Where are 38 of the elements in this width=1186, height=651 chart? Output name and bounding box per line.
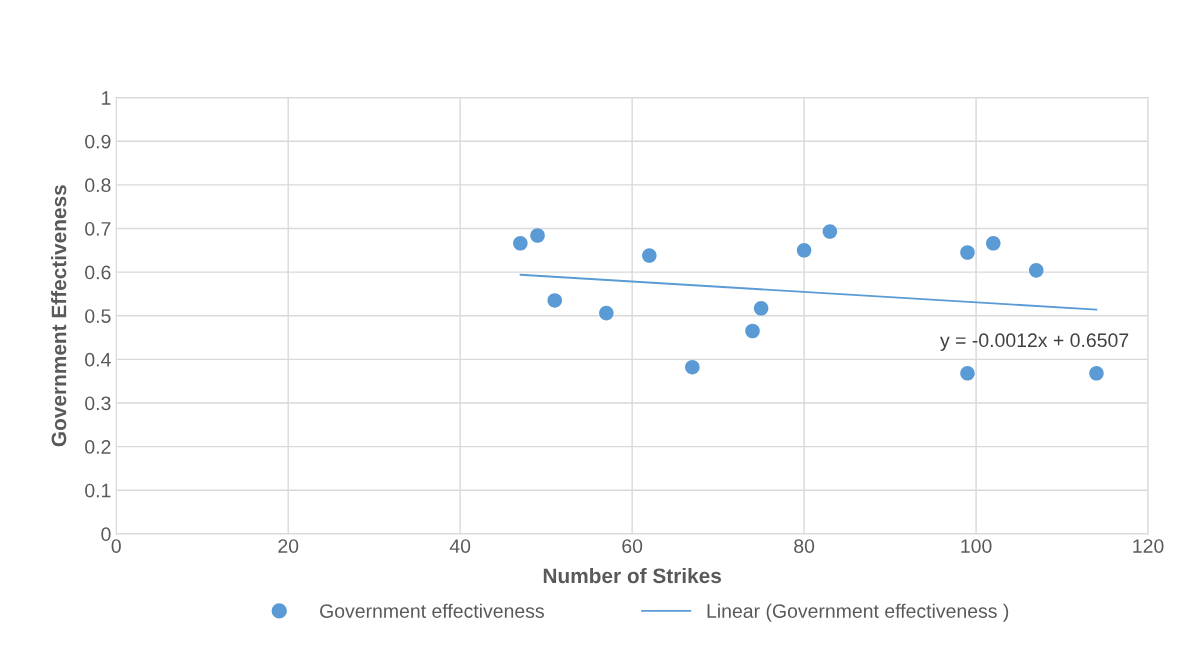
point <box>822 224 838 239</box>
y-tick-label: 0.8 <box>85 178 111 193</box>
y-tick-label: 0 <box>101 527 111 542</box>
y-tick-label: 0.4 <box>85 352 111 367</box>
y-tick-label: 0.6 <box>85 265 111 280</box>
x-tick-label: 20 <box>278 539 299 553</box>
x-axis-title: Number of Strikes <box>543 567 722 584</box>
x-tick-label: 120 <box>1133 539 1164 553</box>
y-tick-label: 0.5 <box>85 309 111 323</box>
point <box>960 366 975 381</box>
x-tick-label: 60 <box>622 539 643 553</box>
y-tick-label: 0.3 <box>85 396 111 411</box>
point <box>985 236 1001 251</box>
point <box>745 323 760 339</box>
point <box>685 359 700 375</box>
x-tick-label: 40 <box>449 539 471 553</box>
y-tick-label: 0.1 <box>85 483 111 498</box>
x-tick-label: 80 <box>794 539 815 553</box>
x-tick-label: 100 <box>961 539 992 553</box>
y-tick-label: 1 <box>102 91 111 105</box>
annotation: y = -0.0012x + 0.6507 <box>940 333 1129 351</box>
point <box>796 243 812 258</box>
point <box>599 305 614 321</box>
point <box>1028 263 1044 278</box>
point <box>753 301 769 316</box>
y-tick-label: 0.7 <box>85 221 111 236</box>
point <box>513 236 528 251</box>
legend-label: Government effectiveness <box>320 603 544 618</box>
point <box>1089 366 1104 381</box>
point <box>960 245 975 260</box>
point <box>547 293 563 308</box>
point <box>642 248 657 263</box>
legend-label: Linear (Government effectiveness ) <box>707 603 1009 622</box>
y-tick-label: 0.2 <box>85 440 111 454</box>
point <box>530 228 545 243</box>
y-tick-label: 0.9 <box>85 134 111 149</box>
x-tick-label: 0 <box>111 539 121 553</box>
y-axis-title: Government Effectiveness <box>51 185 67 447</box>
